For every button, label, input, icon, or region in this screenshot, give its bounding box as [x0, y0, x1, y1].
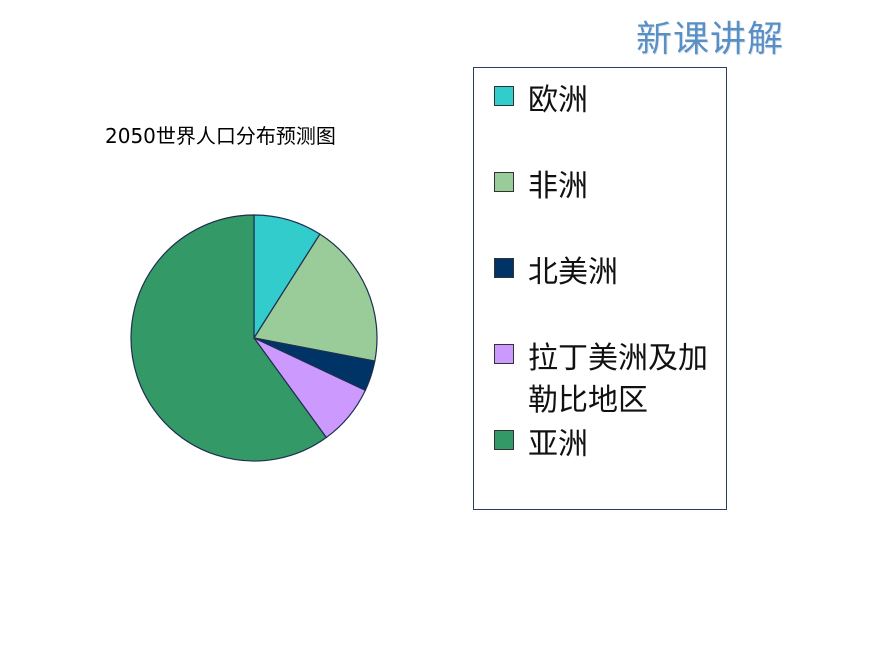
legend-swatch-north-america: [494, 258, 514, 278]
page-header-title: 新课讲解: [636, 19, 785, 60]
chart-title: 2050世界人口分布预测图: [105, 124, 336, 148]
legend-label-asia: 亚洲: [528, 427, 588, 462]
legend-swatch-asia: [494, 430, 514, 450]
legend-swatch-africa: [494, 172, 514, 192]
legend-item-north-america: 北美洲: [494, 252, 728, 294]
legend-item-africa: 非洲: [494, 166, 728, 208]
legend-item-europe: 欧洲: [494, 80, 728, 122]
legend-swatch-latin-america: [494, 344, 514, 364]
chart-legend: 欧洲 非洲 北美洲 拉丁美洲及加勒比地区 亚洲: [473, 67, 727, 510]
pie-slice-africa: [253, 233, 378, 362]
legend-label-latin-america: 拉丁美洲及加勒比地区: [528, 341, 708, 418]
legend-label-europe: 欧洲: [528, 83, 588, 118]
legend-label-north-america: 北美洲: [528, 255, 618, 290]
legend-swatch-europe: [494, 86, 514, 106]
pie-slice-asia: [130, 214, 328, 462]
legend-label-africa: 非洲: [528, 169, 588, 204]
legend-item-asia: 亚洲: [494, 424, 728, 466]
legend-item-latin-america: 拉丁美洲及加勒比地区: [494, 338, 718, 422]
